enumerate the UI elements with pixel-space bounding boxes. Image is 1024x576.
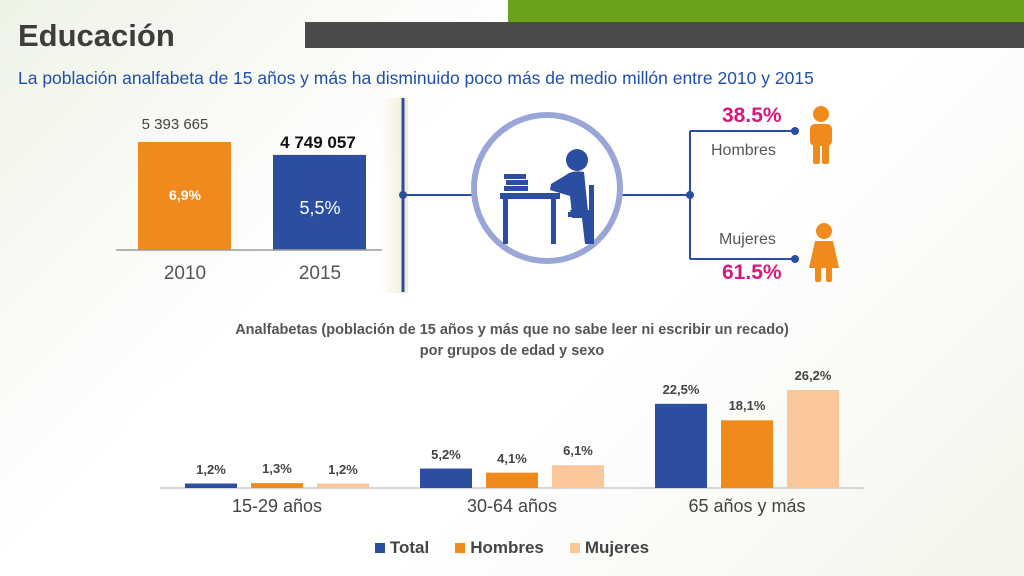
age-chart-title-line1: Analfabetas (población de 15 años y más …	[235, 322, 789, 338]
bar-label-hombres-3: 18,1%	[728, 398, 766, 414]
bar-2010-rate: 6,9%	[169, 187, 201, 203]
legend-swatch-total	[374, 543, 385, 553]
legend-swatch-hombres	[455, 543, 466, 553]
legend-item-mujeres: Mujeres	[569, 538, 650, 558]
bar-label-mujeres-3: 26,2%	[794, 368, 832, 383]
top-graphics	[116, 98, 839, 292]
branch-dot-bottom	[791, 255, 799, 263]
bar-label-total-3: 22,5%	[662, 381, 700, 397]
category-label-3: 65 años y más	[688, 496, 806, 516]
bar-hombres-2	[486, 472, 538, 488]
bar-hombres-3	[721, 420, 773, 488]
age-chart-title-line2: por grupos de edad y sexo	[419, 343, 605, 359]
bar-label-hombres-2: 4,1%	[497, 450, 527, 466]
hombres-label: Hombres	[711, 142, 776, 159]
tick-2010: 2010	[163, 263, 207, 284]
legend-label-total: Total	[389, 538, 430, 557]
header-accent-bar	[508, 0, 1024, 22]
bar-mujeres-1	[317, 483, 369, 488]
woman-icon	[809, 223, 839, 282]
bar-label-hombres-1: 1,3%	[262, 461, 292, 477]
legend: Total Hombres Mujeres	[0, 538, 1024, 558]
man-icon	[810, 106, 832, 164]
page-title: Educación	[18, 18, 175, 53]
bar-label-total-2: 5,2%	[431, 446, 461, 462]
bar-hombres-1	[251, 483, 303, 488]
category-label-1: 15-29 años	[231, 496, 323, 516]
bar-total-1	[185, 483, 237, 488]
bar-total-3	[655, 403, 707, 488]
legend-label-hombres: Hombres	[470, 538, 544, 557]
bar-mujeres-2	[552, 465, 604, 488]
connector-dot-left	[399, 191, 407, 199]
bar-label-total-1: 1,2%	[196, 461, 226, 477]
legend-item-hombres: Hombres	[455, 538, 544, 558]
branch-dot-top	[791, 127, 799, 135]
branch-lines	[689, 130, 795, 260]
bar-2010	[138, 142, 231, 250]
bar-label-mujeres-2: 6,1%	[563, 443, 593, 459]
bar-2015	[273, 154, 366, 250]
bar-2015-rate: 5,5%	[299, 198, 341, 218]
legend-swatch-mujeres	[569, 543, 580, 553]
bar-mujeres-3	[787, 390, 839, 488]
legend-item-total: Total	[374, 538, 430, 558]
header-gray-bar	[305, 22, 1024, 48]
tick-2015: 2015	[298, 263, 342, 284]
bar-2010-value: 5 393 665	[141, 116, 209, 133]
page-subtitle: La población analfabeta de 15 años y más…	[18, 68, 814, 88]
student-desk-icon	[471, 112, 623, 264]
hombres-percentage: 38.5%	[722, 104, 782, 127]
legend-label-mujeres: Mujeres	[584, 538, 650, 557]
age-chart-title: Analfabetas (población de 15 años y más …	[0, 320, 1024, 362]
mujeres-percentage: 61.5%	[722, 261, 782, 284]
bar-label-mujeres-1: 1,2%	[328, 461, 358, 477]
category-label-2: 30-64 años	[466, 496, 558, 516]
bar-2015-value: 4 749 057	[280, 133, 356, 152]
bar-total-2	[420, 468, 472, 488]
mujeres-label: Mujeres	[719, 231, 776, 248]
